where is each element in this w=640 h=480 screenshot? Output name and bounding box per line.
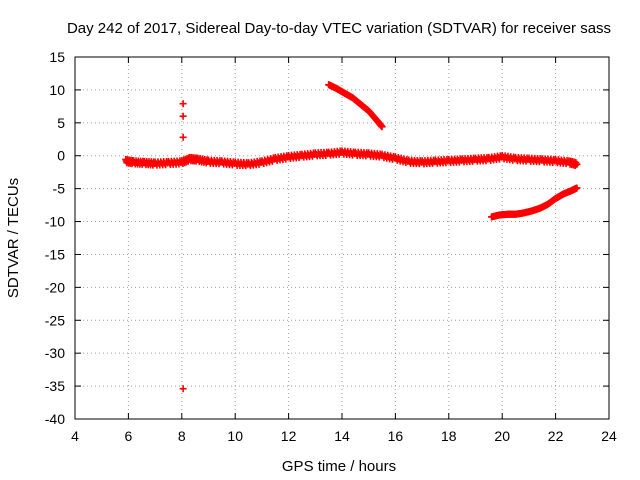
x-tick-label: 16: [388, 428, 404, 444]
y-tick-label: -35: [45, 378, 65, 394]
x-tick-label: 20: [494, 428, 510, 444]
data-point: [378, 123, 386, 131]
x-tick-label: 6: [125, 428, 133, 444]
gridlines: [75, 57, 609, 419]
y-tick-label: 15: [49, 49, 65, 65]
y-axis-label: SDTVAR / TECUs: [5, 178, 22, 298]
y-tick-label: -30: [45, 345, 65, 361]
x-tick-label: 12: [281, 428, 297, 444]
y-tick-label: -40: [45, 411, 65, 427]
chart-title: Day 242 of 2017, Sidereal Day-to-day VTE…: [67, 20, 611, 37]
y-tick-label: -15: [45, 246, 65, 262]
x-tick-label: 22: [548, 428, 564, 444]
y-tick-label: 0: [57, 148, 65, 164]
x-tick-label: 18: [441, 428, 457, 444]
y-tick-label: 10: [49, 82, 65, 98]
x-tick-label: 24: [601, 428, 617, 444]
x-tick-label: 14: [334, 428, 350, 444]
x-tick-label: 10: [227, 428, 243, 444]
x-tick-label: 4: [71, 428, 79, 444]
data-point: [573, 160, 581, 168]
y-tick-label: -25: [45, 312, 65, 328]
data-point: [179, 133, 187, 141]
y-tick-label: 5: [57, 115, 65, 131]
x-axis-label: GPS time / hours: [282, 458, 396, 475]
data-point: [179, 112, 187, 120]
x-tick-label: 8: [178, 428, 186, 444]
data-point: [573, 184, 581, 192]
data-point: [179, 385, 187, 393]
y-tick-label: -10: [45, 214, 65, 230]
axis-ticks: 4 6 8 10 12 14 16 18 20 22 24 15 10 5 0 -5 -10 -15 -20 -25 -…: [45, 49, 617, 444]
data-point: [179, 100, 187, 108]
data-points: [122, 81, 581, 393]
y-tick-label: -20: [45, 279, 65, 295]
y-tick-label: -5: [53, 181, 66, 197]
